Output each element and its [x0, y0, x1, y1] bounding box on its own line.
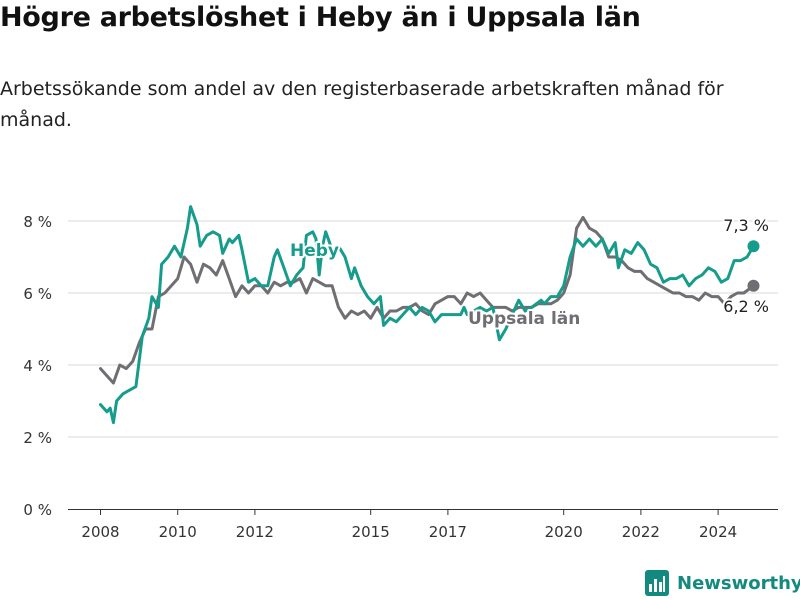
- x-tick-label: 2022: [622, 523, 660, 541]
- y-axis-ticks: 0 % 2 % 4 % 6 % 8 %: [23, 213, 52, 519]
- series-label-uppsala: Uppsala län: [468, 309, 580, 329]
- series-label-uppsala-halo: Uppsala län: [468, 309, 580, 329]
- series-label-heby-halo: Heby: [290, 241, 339, 261]
- y-tick-label: 8 %: [23, 213, 52, 231]
- series-end-marker: [747, 240, 760, 253]
- gridlines: [68, 220, 778, 438]
- series-label-heby: Heby: [290, 241, 339, 261]
- x-tick-label: 2008: [81, 523, 119, 541]
- end-value-uppsala: 6,2 %: [723, 297, 769, 316]
- x-axis: 2008 2010 2012 2015 2017 2020 2022 2024: [68, 509, 778, 541]
- y-tick-label: 0 %: [23, 501, 52, 519]
- end-value-heby-halo: 7,3 %: [723, 216, 769, 235]
- y-tick-label: 2 %: [23, 429, 52, 447]
- end-value-uppsala-halo: 6,2 %: [723, 297, 769, 316]
- y-tick-label: 6 %: [23, 285, 52, 303]
- x-tick-label: 2020: [545, 523, 583, 541]
- series-line-uppsala: [99, 215, 755, 385]
- series-lines: [99, 205, 760, 425]
- newsworthy-logo-icon: [645, 570, 669, 596]
- end-value-heby: 7,3 %: [723, 216, 769, 235]
- series-line-heby: [99, 205, 755, 425]
- x-tick-label: 2015: [352, 523, 390, 541]
- chart-subtitle: Arbetssökande som andel av den registerb…: [0, 78, 724, 131]
- brand-name: Newsworthy: [677, 572, 800, 594]
- y-tick-label: 4 %: [23, 357, 52, 375]
- chart-title: Högre arbetslöshet i Heby än i Uppsala l…: [0, 2, 641, 33]
- x-tick-label: 2010: [159, 523, 197, 541]
- x-tick-label: 2012: [236, 523, 274, 541]
- x-tick-label: 2024: [699, 523, 737, 541]
- brand-logo: Newsworthy: [645, 568, 800, 598]
- series-end-marker: [747, 279, 760, 292]
- x-tick-label: 2017: [429, 523, 467, 541]
